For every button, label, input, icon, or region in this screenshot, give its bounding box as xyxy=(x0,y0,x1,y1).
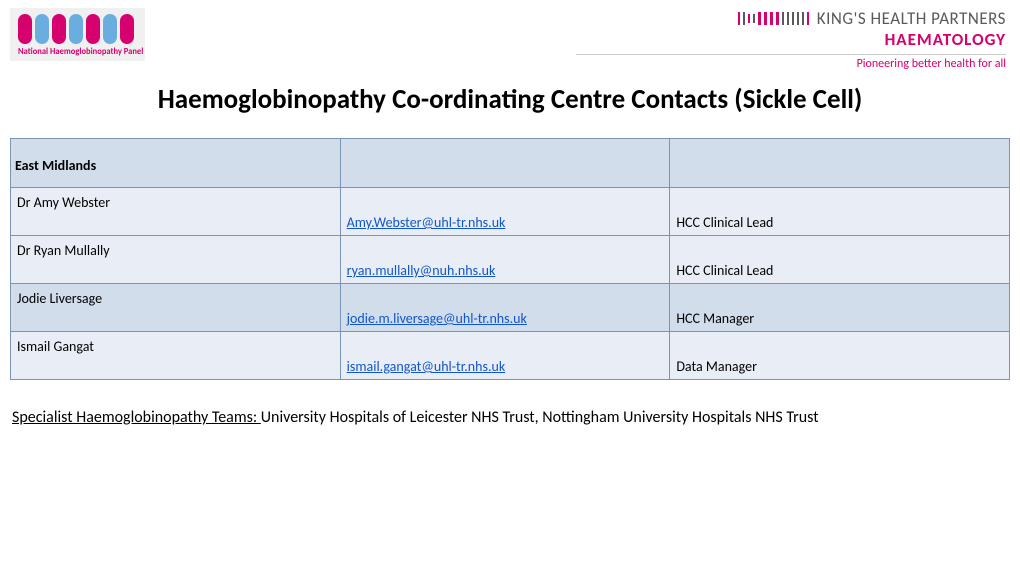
contact-role: HCC Clinical Lead xyxy=(670,256,1009,283)
empty-cell xyxy=(341,188,670,208)
khp-tagline: Pioneering better health for all xyxy=(576,57,1006,71)
khp-bar xyxy=(743,12,745,25)
contact-role: HCC Manager xyxy=(670,304,1009,331)
khp-bar xyxy=(792,12,794,25)
contact-name: Ismail Gangat xyxy=(11,332,340,359)
contact-email-cell: ismail.gangat@uhl-tr.nhs.uk xyxy=(341,352,670,379)
contact-name: Jodie Liversage xyxy=(11,284,340,311)
nhp-pill xyxy=(86,14,100,44)
contact-role: Data Manager xyxy=(670,352,1009,379)
nhp-pill xyxy=(18,14,32,44)
table-row: Dr Amy Webster Amy.Webster@uhl-tr.nhs.uk H… xyxy=(11,188,1010,236)
nhp-pill xyxy=(35,14,49,44)
empty-cell xyxy=(670,188,1009,208)
contacts-table: East MidlandsDr Amy Webster Amy.Webster@u… xyxy=(10,138,1010,380)
table-row: Ismail Gangat ismail.gangat@uhl-tr.nhs.uk… xyxy=(11,332,1010,380)
khp-title: KING'S HEALTH PARTNERS xyxy=(817,8,1006,29)
empty-cell xyxy=(341,332,670,352)
empty-cell xyxy=(341,284,670,304)
khp-bar xyxy=(770,12,773,25)
contact-email-cell: Amy.Webster@uhl-tr.nhs.uk xyxy=(341,208,670,235)
khp-bar xyxy=(753,14,755,23)
footer-lead: Specialist Haemoglobinopathy Teams: xyxy=(12,408,261,427)
contact-name: Dr Amy Webster xyxy=(11,188,340,215)
empty-cell xyxy=(11,215,340,235)
content: East MidlandsDr Amy Webster Amy.Webster@u… xyxy=(0,138,1020,427)
empty-cell xyxy=(670,332,1009,352)
email-link[interactable]: ismail.gangat@uhl-tr.nhs.uk xyxy=(347,358,506,375)
khp-bar xyxy=(758,12,761,25)
page-title: Haemoglobinopathy Co-ordinating Centre C… xyxy=(0,83,1020,116)
empty-cell xyxy=(670,236,1009,256)
nhp-logo: National Haemoglobinopathy Panel xyxy=(10,8,145,61)
empty-cell xyxy=(11,311,340,331)
email-link[interactable]: ryan.mullally@nuh.nhs.uk xyxy=(347,262,496,279)
empty-cell xyxy=(11,359,340,379)
email-link[interactable]: jodie.m.liversage@uhl-tr.nhs.uk xyxy=(347,310,527,327)
empty-cell xyxy=(341,139,670,187)
khp-bar xyxy=(782,12,784,25)
footer-line: Specialist Haemoglobinopathy Teams: Univ… xyxy=(10,380,1010,427)
contact-email-cell: jodie.m.liversage@uhl-tr.nhs.uk xyxy=(341,304,670,331)
khp-bar xyxy=(776,12,779,25)
empty-cell xyxy=(670,139,1009,187)
nhp-pill xyxy=(69,14,83,44)
email-link[interactable]: Amy.Webster@uhl-tr.nhs.uk xyxy=(347,214,506,231)
khp-bar xyxy=(738,12,740,25)
khp-divider xyxy=(576,54,1006,55)
nhp-pill xyxy=(103,14,117,44)
table-row: Dr Ryan Mullally ryan.mullally@nuh.nhs.uk… xyxy=(11,236,1010,284)
khp-bar xyxy=(764,12,767,25)
contacts-tbody: East MidlandsDr Amy Webster Amy.Webster@u… xyxy=(11,139,1010,380)
nhp-pill xyxy=(120,14,134,44)
contact-name: Dr Ryan Mullally xyxy=(11,236,340,263)
khp-bar xyxy=(807,12,809,25)
khp-bar xyxy=(797,12,799,25)
nhp-pill xyxy=(52,14,66,44)
khp-logo: KING'S HEALTH PARTNERS HAEMATOLOGY Pione… xyxy=(576,8,1010,71)
nhp-logo-text: National Haemoglobinopathy Panel xyxy=(18,47,137,57)
footer-body: University Hospitals of Leicester NHS Tr… xyxy=(261,408,819,427)
empty-cell xyxy=(341,236,670,256)
contact-role: HCC Clinical Lead xyxy=(670,208,1009,235)
khp-bar xyxy=(748,14,750,23)
empty-cell xyxy=(11,263,340,283)
contact-email-cell: ryan.mullally@nuh.nhs.uk xyxy=(341,256,670,283)
khp-bar xyxy=(802,12,804,25)
table-row: Jodie Liversage jodie.m.liversage@uhl-tr.… xyxy=(11,284,1010,332)
khp-subtitle: HAEMATOLOGY xyxy=(576,29,1006,50)
header-bar: National Haemoglobinopathy Panel KING'S … xyxy=(0,0,1020,71)
khp-logo-bars xyxy=(738,12,809,25)
nhp-logo-shapes xyxy=(18,14,137,44)
khp-bar xyxy=(787,12,789,25)
empty-cell xyxy=(670,284,1009,304)
region-row: East Midlands xyxy=(11,139,1010,188)
region-name: East Midlands xyxy=(11,139,340,187)
